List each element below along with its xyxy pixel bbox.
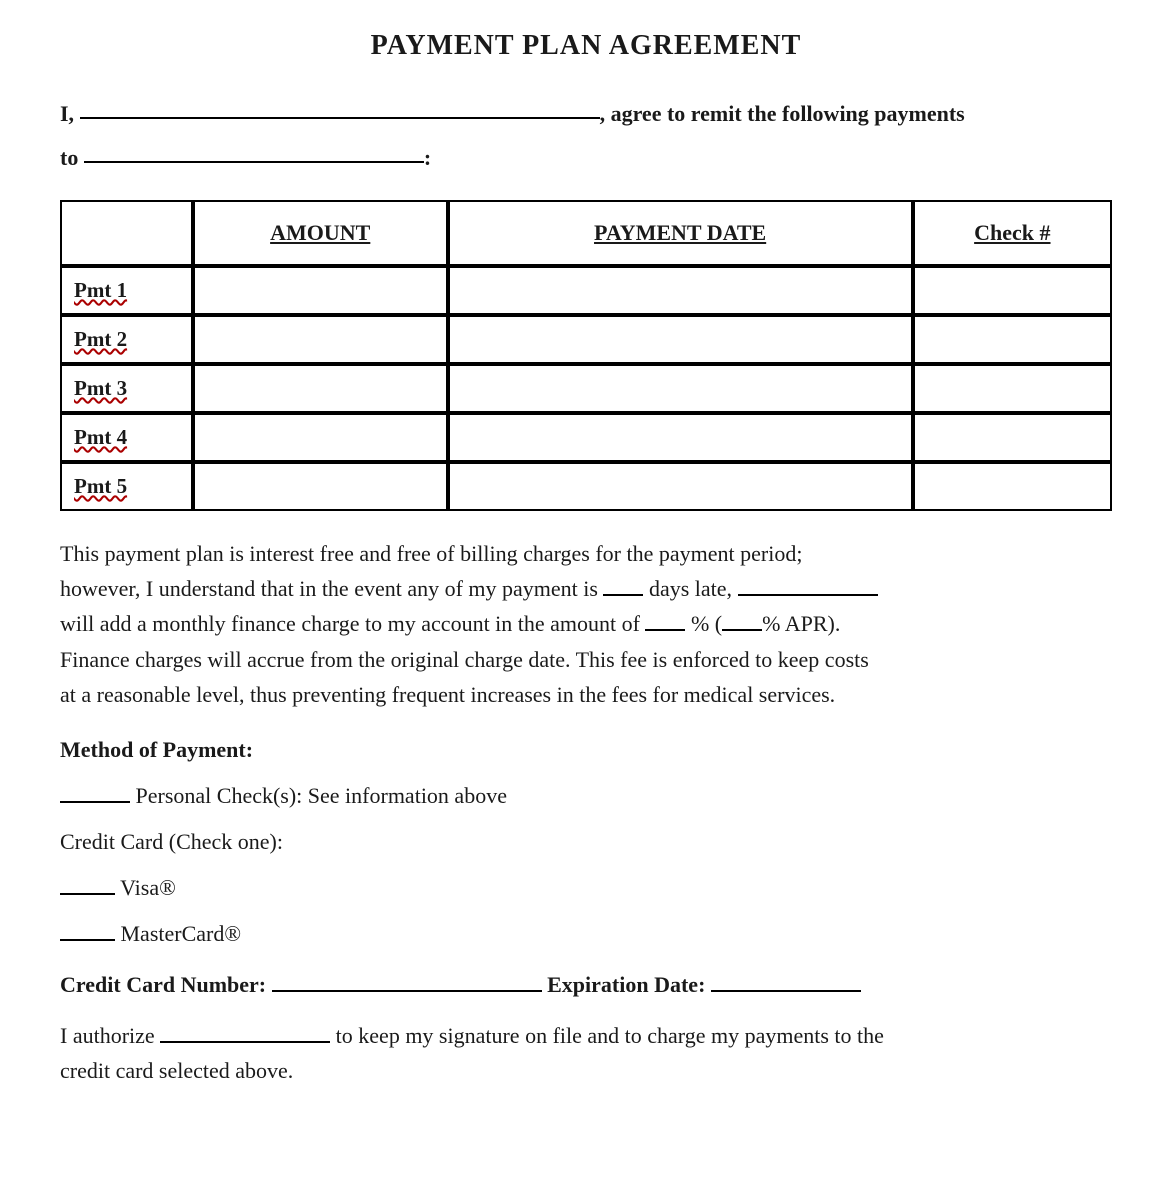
intro-block: I, , agree to remit the following paymen… bbox=[60, 92, 1112, 180]
personal-check-line: Personal Check(s): See information above bbox=[60, 783, 1112, 809]
terms-line: will add a monthly finance charge to my … bbox=[60, 611, 645, 636]
date-cell[interactable] bbox=[448, 315, 913, 364]
check-cell[interactable] bbox=[913, 413, 1112, 462]
amount-cell[interactable] bbox=[193, 266, 448, 315]
exp-label: Expiration Date: bbox=[542, 972, 711, 997]
check-cell[interactable] bbox=[913, 364, 1112, 413]
intro-colon: : bbox=[424, 145, 431, 170]
visa-line: Visa® bbox=[60, 875, 1112, 901]
party-blank[interactable] bbox=[738, 594, 878, 596]
header-check: Check # bbox=[913, 200, 1112, 266]
cc-heading: Credit Card (Check one): bbox=[60, 829, 1112, 855]
mastercard-label: MasterCard® bbox=[115, 921, 241, 946]
intro-to: to bbox=[60, 145, 78, 170]
terms-line: % ( bbox=[685, 611, 722, 636]
payee-blank[interactable] bbox=[84, 161, 424, 163]
amount-cell[interactable] bbox=[193, 364, 448, 413]
document-page: PAYMENT PLAN AGREEMENT I, , agree to rem… bbox=[0, 0, 1172, 1153]
terms-line: This payment plan is interest free and f… bbox=[60, 541, 802, 566]
payment-table: AMOUNT PAYMENT DATE Check # Pmt 1 Pmt 2 … bbox=[60, 200, 1112, 511]
intro-prefix: I, bbox=[60, 101, 74, 126]
pmt-label: Pmt 2 bbox=[60, 315, 193, 364]
pct-blank[interactable] bbox=[645, 629, 685, 631]
pmt-label: Pmt 3 bbox=[60, 364, 193, 413]
pmt-label: Pmt 4 bbox=[60, 413, 193, 462]
date-cell[interactable] bbox=[448, 413, 913, 462]
amount-cell[interactable] bbox=[193, 315, 448, 364]
cc-number-row: Credit Card Number: Expiration Date: bbox=[60, 972, 1112, 998]
auth-text: credit card selected above. bbox=[60, 1058, 293, 1083]
name-blank[interactable] bbox=[80, 117, 600, 119]
terms-line: Finance charges will accrue from the ori… bbox=[60, 647, 869, 672]
visa-label: Visa® bbox=[115, 875, 176, 900]
date-cell[interactable] bbox=[448, 462, 913, 511]
amount-cell[interactable] bbox=[193, 462, 448, 511]
table-row: Pmt 3 bbox=[60, 364, 1112, 413]
method-heading: Method of Payment: bbox=[60, 737, 1112, 763]
apr-blank[interactable] bbox=[722, 629, 762, 631]
mastercard-line: MasterCard® bbox=[60, 921, 1112, 947]
table-row: Pmt 5 bbox=[60, 462, 1112, 511]
table-corner bbox=[60, 200, 193, 266]
cc-number-blank[interactable] bbox=[272, 990, 542, 992]
check-cell[interactable] bbox=[913, 462, 1112, 511]
terms-line: however, I understand that in the event … bbox=[60, 576, 603, 601]
header-amount: AMOUNT bbox=[193, 200, 448, 266]
pmt-label: Pmt 1 bbox=[60, 266, 193, 315]
terms-line: at a reasonable level, thus preventing f… bbox=[60, 682, 835, 707]
days-blank[interactable] bbox=[603, 594, 643, 596]
auth-text: I authorize bbox=[60, 1023, 160, 1048]
date-cell[interactable] bbox=[448, 266, 913, 315]
terms-paragraph: This payment plan is interest free and f… bbox=[60, 536, 1112, 712]
visa-blank[interactable] bbox=[60, 893, 115, 895]
terms-line: % APR). bbox=[762, 611, 840, 636]
authorize-paragraph: I authorize to keep my signature on file… bbox=[60, 1018, 1112, 1088]
exp-blank[interactable] bbox=[711, 990, 861, 992]
auth-text: to keep my signature on file and to char… bbox=[330, 1023, 884, 1048]
check-cell[interactable] bbox=[913, 266, 1112, 315]
personal-check-blank[interactable] bbox=[60, 801, 130, 803]
check-cell[interactable] bbox=[913, 315, 1112, 364]
terms-line: days late, bbox=[643, 576, 737, 601]
date-cell[interactable] bbox=[448, 364, 913, 413]
table-row: Pmt 4 bbox=[60, 413, 1112, 462]
intro-mid: , agree to remit the following payments bbox=[600, 101, 965, 126]
personal-check-label: Personal Check(s): See information above bbox=[130, 783, 507, 808]
table-row: Pmt 1 bbox=[60, 266, 1112, 315]
table-header-row: AMOUNT PAYMENT DATE Check # bbox=[60, 200, 1112, 266]
header-payment-date: PAYMENT DATE bbox=[448, 200, 913, 266]
auth-blank[interactable] bbox=[160, 1041, 330, 1043]
cc-number-label: Credit Card Number: bbox=[60, 972, 272, 997]
table-row: Pmt 2 bbox=[60, 315, 1112, 364]
amount-cell[interactable] bbox=[193, 413, 448, 462]
page-title: PAYMENT PLAN AGREEMENT bbox=[60, 30, 1112, 62]
mastercard-blank[interactable] bbox=[60, 939, 115, 941]
pmt-label: Pmt 5 bbox=[60, 462, 193, 511]
